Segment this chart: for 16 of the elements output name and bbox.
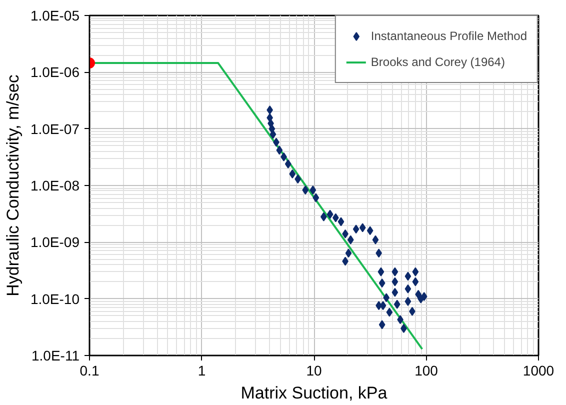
y-tick-label: 1.0E-08 [30, 178, 80, 194]
x-tick-label: 10 [306, 362, 322, 378]
x-tick-label: 1 [198, 362, 206, 378]
legend-label: Instantaneous Profile Method [370, 29, 527, 43]
y-tick-label: 1.0E-10 [30, 290, 80, 307]
y-axis-title: Hydraulic Conductivity, m/sec [3, 74, 22, 296]
x-tick-label: 1000 [522, 362, 554, 378]
y-tick-label: 1.0E-11 [32, 348, 80, 364]
y-tick-label: 1.0E-05 [30, 8, 80, 24]
y-tick-label: 1.0E-09 [30, 234, 80, 250]
legend-label: Brooks and Corey (1964) [370, 55, 505, 69]
x-tick-label: 0.1 [80, 362, 100, 378]
y-tick-label: 1.0E-07 [30, 120, 80, 137]
x-tick-label: 100 [414, 362, 438, 378]
x-axis-title: Matrix Suction, kPa [240, 384, 388, 402]
y-tick-label: 1.0E-06 [30, 64, 80, 80]
